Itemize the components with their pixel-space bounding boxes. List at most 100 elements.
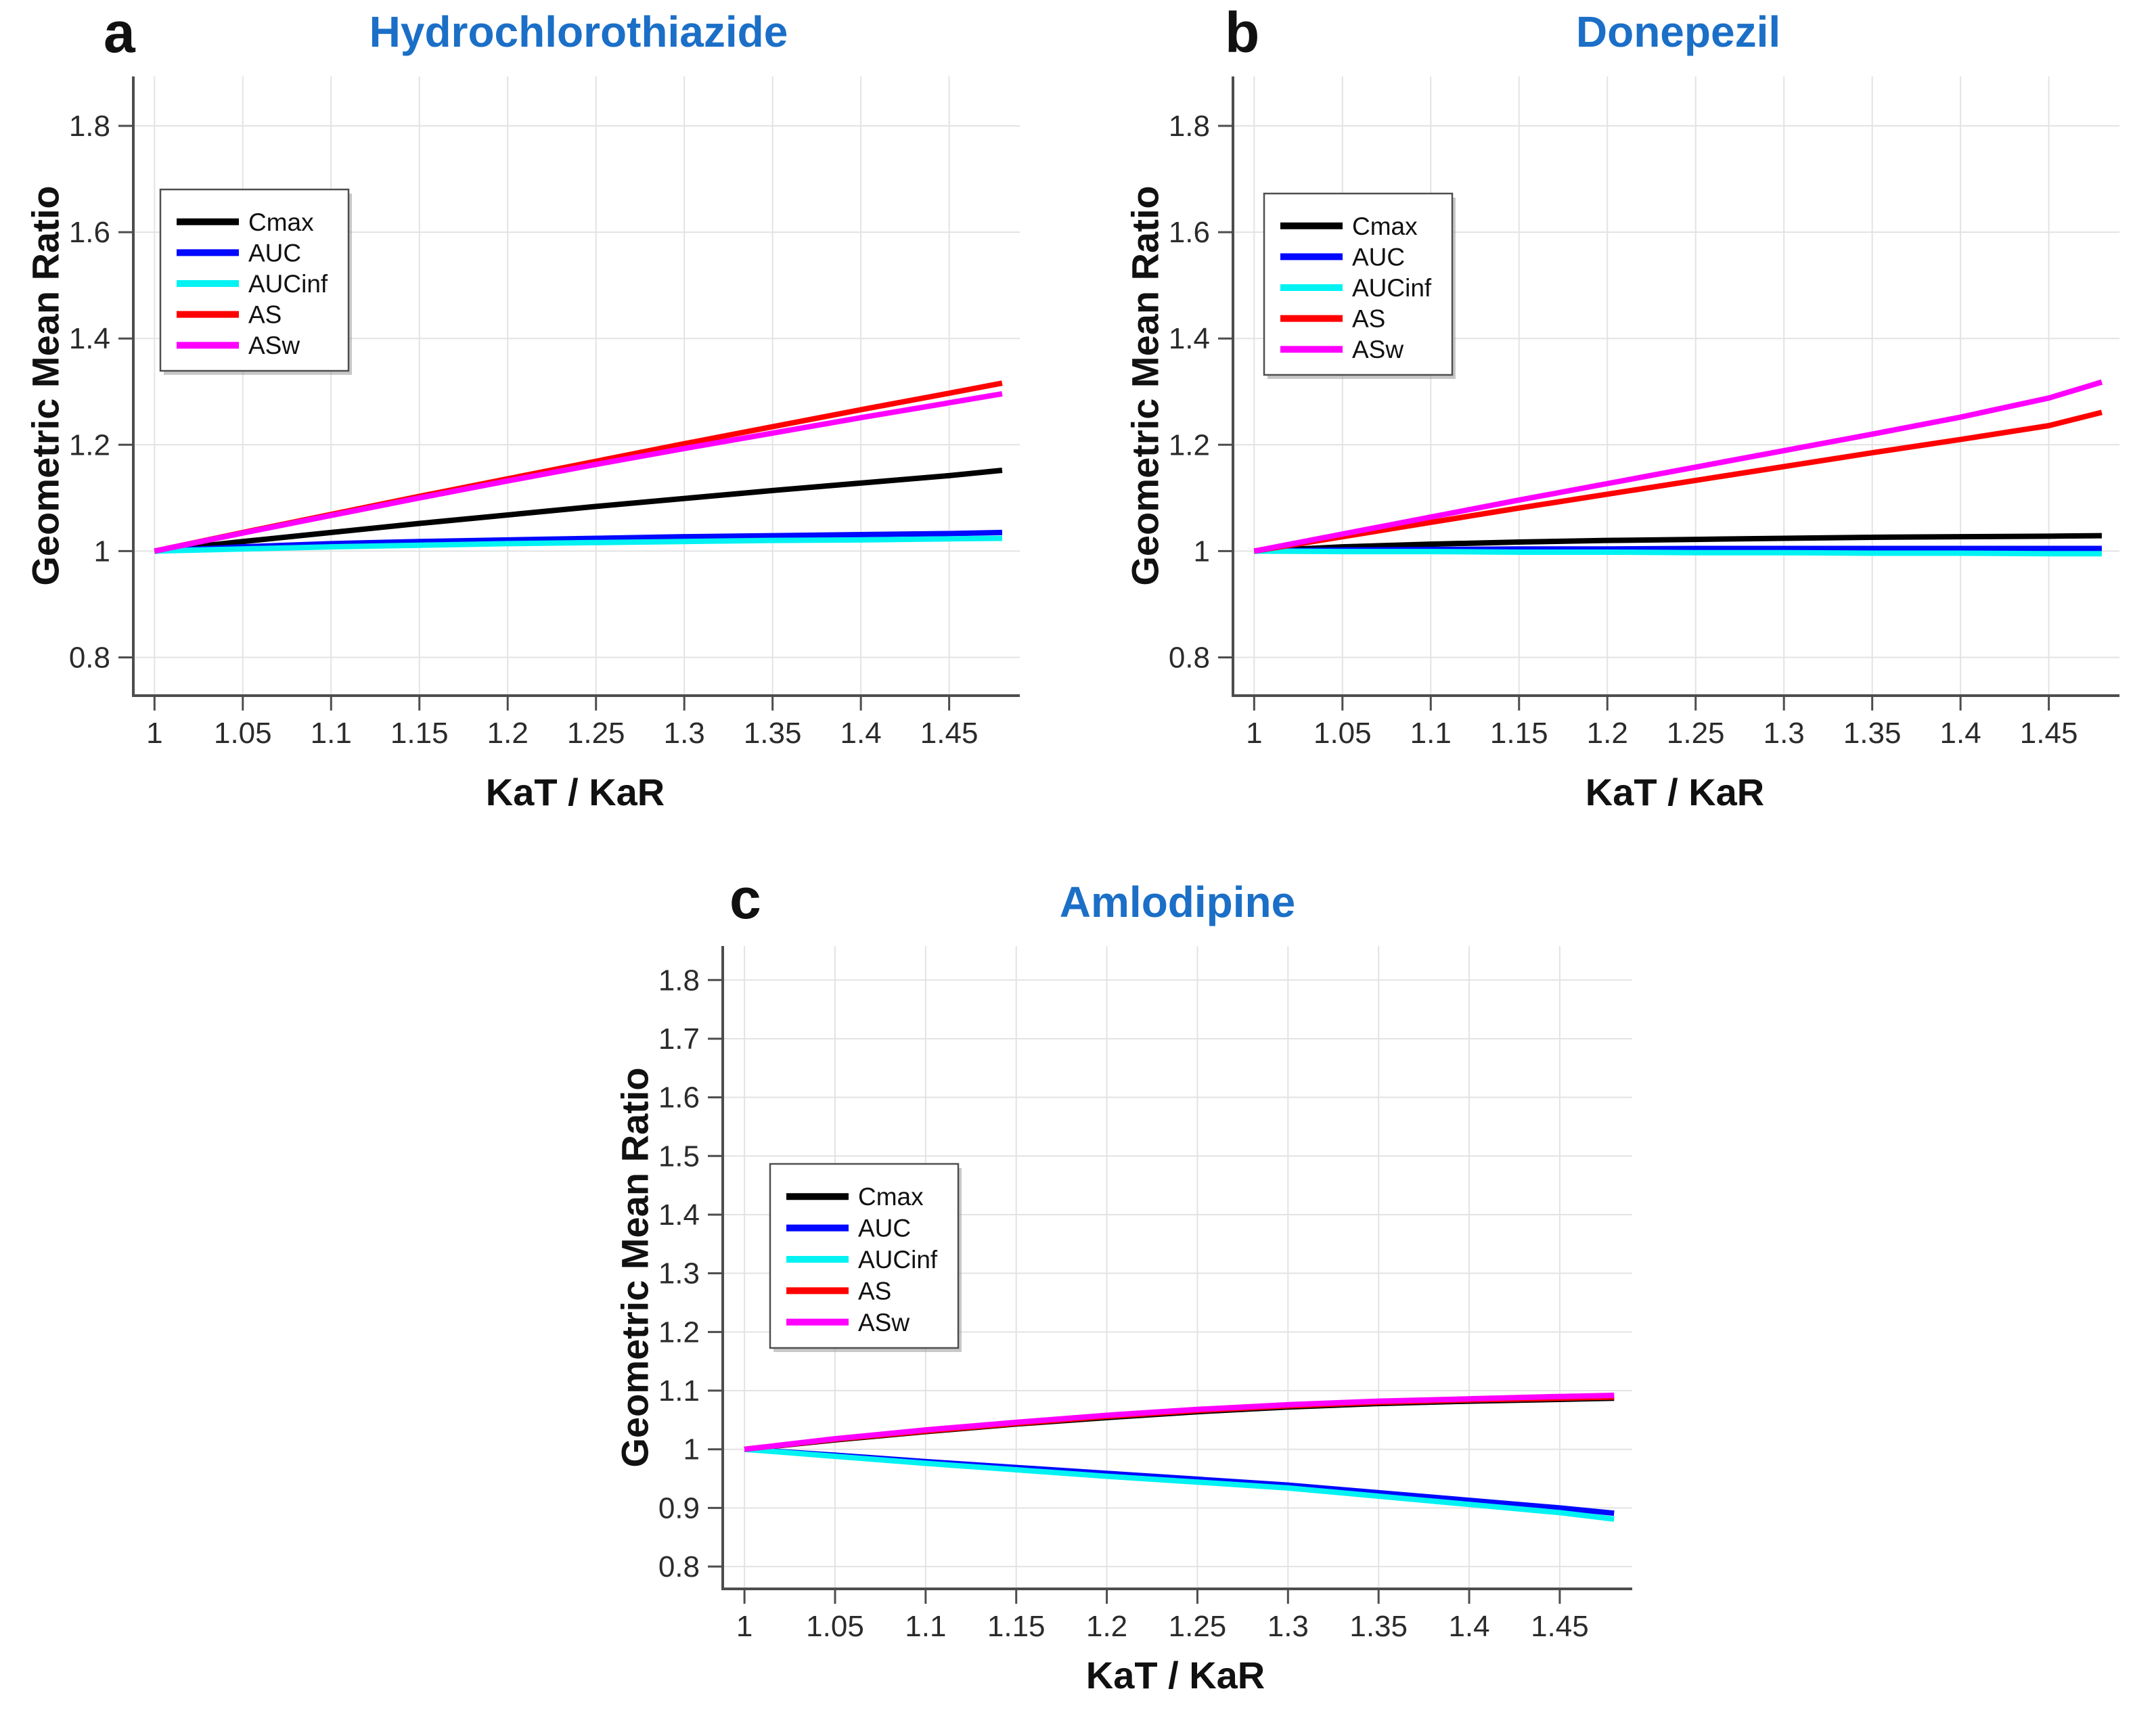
y-tick-label: 1.2 bbox=[658, 1315, 700, 1349]
legend-label-AS: AS bbox=[1352, 305, 1385, 333]
y-tick-label: 1 bbox=[94, 535, 110, 568]
x-tick-label: 1.45 bbox=[2020, 717, 2078, 750]
axes: 1 1.05 1.1 1.15 1.2 1.25 1.3 1.35 1.4 1.45 0.8 1 1.2… bbox=[1169, 76, 2119, 750]
y-tick-label: 1.3 bbox=[658, 1257, 700, 1290]
x-tick-label: 1.3 bbox=[664, 717, 705, 750]
y-tick-label: 1.8 bbox=[658, 964, 700, 997]
legend-label-AS: AS bbox=[858, 1277, 891, 1305]
legend-label-ASw: ASw bbox=[858, 1309, 909, 1336]
chart-b-svg: 1 1.05 1.1 1.15 1.2 1.25 1.3 1.35 1.4 1.45 0.8 1 1.2… bbox=[1169, 76, 2119, 750]
series-line-AS bbox=[744, 1394, 1615, 1452]
chart-a-svg: 1 1.05 1.1 1.15 1.2 1.25 1.3 1.35 1.4 1.45 0.8 1 1.2… bbox=[69, 76, 1020, 750]
x-axis-label-c: KaT / KaR bbox=[1085, 1654, 1265, 1696]
x-tick-label: 1.05 bbox=[806, 1610, 864, 1643]
y-tick-label: 1 bbox=[683, 1433, 700, 1466]
x-tick-label: 1.1 bbox=[1410, 717, 1452, 750]
y-axis-label-b: Geometric Mean Ratio bbox=[1123, 185, 1167, 586]
x-tick-label: 1.2 bbox=[1086, 1610, 1127, 1643]
legend-label-AUCinf: AUCinf bbox=[1352, 274, 1432, 302]
series-line-Cmax bbox=[744, 1395, 1615, 1452]
legend-label-ASw: ASw bbox=[1352, 336, 1403, 363]
y-tick-label: 1.6 bbox=[1169, 216, 1210, 249]
x-tick-label: 1 bbox=[1246, 717, 1262, 750]
legend-label-Cmax: Cmax bbox=[1352, 212, 1418, 240]
legend-label-Cmax: Cmax bbox=[248, 208, 314, 236]
x-tick-label: 1.1 bbox=[311, 717, 352, 750]
x-tick-label: 1.15 bbox=[987, 1610, 1046, 1643]
legend-label-AUC: AUC bbox=[248, 239, 301, 267]
panel-title-b: Donepezil bbox=[1575, 7, 1781, 56]
x-tick-label: 1.35 bbox=[1349, 1610, 1408, 1643]
x-tick-label: 1.45 bbox=[920, 717, 979, 750]
y-tick-label: 1.8 bbox=[1169, 110, 1210, 143]
series-line-Cmax bbox=[1254, 533, 2102, 554]
gridlines bbox=[133, 76, 1020, 696]
x-tick-label: 1.1 bbox=[905, 1610, 946, 1643]
x-tick-label: 1.25 bbox=[1667, 717, 1725, 750]
x-tick-label: 1.25 bbox=[567, 717, 625, 750]
x-tick-label: 1.05 bbox=[214, 717, 272, 750]
panel-letter-c: c bbox=[729, 867, 761, 930]
y-tick-label: 1.5 bbox=[658, 1140, 700, 1173]
series-lines bbox=[1253, 379, 2103, 557]
panel-title-a: Hydrochlorothiazide bbox=[369, 7, 788, 56]
series-line-AUC bbox=[154, 529, 1002, 554]
x-tick-label: 1.05 bbox=[1313, 717, 1372, 750]
series-lines bbox=[154, 380, 1003, 554]
panel-letter-b: b bbox=[1225, 1, 1260, 64]
x-axis-label-a: KaT / KaR bbox=[485, 771, 665, 813]
x-tick-label: 1.3 bbox=[1764, 717, 1805, 750]
series-line-ASw bbox=[1253, 379, 2103, 554]
y-axis-label-a: Geometric Mean Ratio bbox=[24, 185, 67, 586]
y-tick-label: 1.4 bbox=[658, 1198, 700, 1232]
axes: 1 1.05 1.1 1.15 1.2 1.25 1.3 1.35 1.4 1.45 0.8 1 1.2… bbox=[69, 76, 1020, 750]
series-line-ASw bbox=[744, 1392, 1615, 1452]
y-tick-label: 1.6 bbox=[658, 1081, 700, 1115]
legend-label-Cmax: Cmax bbox=[858, 1183, 924, 1211]
y-tick-label: 1 bbox=[1194, 535, 1210, 568]
y-tick-label: 1.1 bbox=[658, 1374, 700, 1408]
x-tick-label: 1.2 bbox=[1587, 717, 1628, 750]
x-tick-label: 1.2 bbox=[487, 717, 529, 750]
legend-label-AS: AS bbox=[248, 301, 282, 329]
x-axis-label-b: KaT / KaR bbox=[1585, 771, 1765, 813]
legend: Cmax AUC AUCinf AS ASw bbox=[1263, 192, 1456, 379]
y-tick-label: 1.4 bbox=[1169, 322, 1210, 355]
series-line-AS bbox=[1253, 409, 2103, 554]
series-line-AUCinf bbox=[154, 535, 1002, 554]
x-tick-label: 1.45 bbox=[1531, 1610, 1589, 1643]
legend-label-ASw: ASw bbox=[248, 332, 300, 359]
series-line-ASw bbox=[154, 390, 1003, 554]
chart-c-svg: 1 1.05 1.1 1.15 1.2 1.25 1.3 1.35 1.4 1.45 0.8 0.9 1… bbox=[658, 946, 1632, 1643]
x-tick-label: 1.3 bbox=[1267, 1610, 1309, 1643]
y-tick-label: 1.8 bbox=[69, 110, 110, 143]
panel-c: 1 1.05 1.1 1.15 1.2 1.25 1.3 1.35 1.4 1.45 0.8 0.9 1… bbox=[596, 851, 1651, 1707]
legend-label-AUC: AUC bbox=[1352, 243, 1405, 271]
x-tick-label: 1.4 bbox=[1448, 1610, 1489, 1643]
series-line-AUCinf bbox=[1254, 548, 2102, 557]
gridlines bbox=[723, 946, 1632, 1589]
panel-a: 1 1.05 1.1 1.15 1.2 1.25 1.3 1.35 1.4 1.45 0.8 1 1.2… bbox=[17, 1, 1052, 838]
y-tick-label: 1.2 bbox=[69, 428, 110, 462]
y-tick-label: 1.6 bbox=[69, 216, 110, 249]
y-tick-label: 1.4 bbox=[69, 322, 110, 355]
panel-b: 1 1.05 1.1 1.15 1.2 1.25 1.3 1.35 1.4 1.45 0.8 1 1.2… bbox=[1117, 1, 2152, 838]
y-tick-label: 1.2 bbox=[1169, 428, 1210, 462]
panel-letter-a: a bbox=[104, 1, 135, 64]
y-axis-label-c: Geometric Mean Ratio bbox=[613, 1067, 656, 1468]
axes: 1 1.05 1.1 1.15 1.2 1.25 1.3 1.35 1.4 1.45 0.8 0.9 1… bbox=[658, 946, 1632, 1643]
x-tick-label: 1.15 bbox=[390, 717, 449, 750]
x-tick-label: 1.4 bbox=[840, 717, 882, 750]
y-tick-label: 0.8 bbox=[69, 641, 110, 674]
x-tick-label: 1.15 bbox=[1490, 717, 1548, 750]
legend: Cmax AUC AUCinf AS ASw bbox=[769, 1163, 962, 1352]
panel-title-c: Amlodipine bbox=[1059, 878, 1296, 926]
legend: Cmax AUC AUCinf AS ASw bbox=[159, 188, 352, 375]
y-tick-label: 0.8 bbox=[658, 1550, 700, 1583]
x-tick-label: 1.4 bbox=[1940, 717, 1981, 750]
x-tick-label: 1.25 bbox=[1169, 1610, 1227, 1643]
y-tick-label: 0.9 bbox=[658, 1491, 700, 1525]
series-lines bbox=[744, 1392, 1615, 1522]
legend-label-AUC: AUC bbox=[858, 1215, 911, 1242]
